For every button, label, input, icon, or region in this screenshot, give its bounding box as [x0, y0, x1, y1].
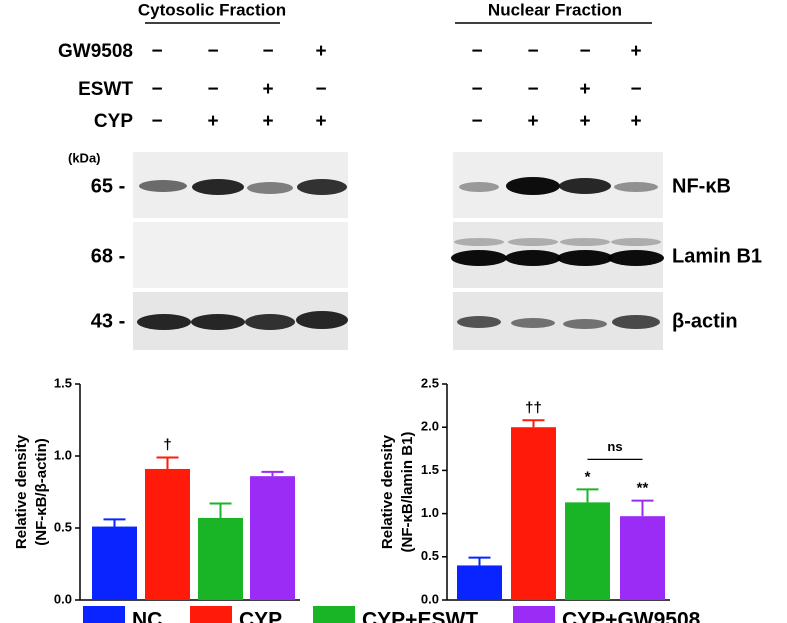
y-tick-label: 0.0: [54, 591, 72, 606]
bar: [198, 517, 243, 600]
blot-panels: [133, 152, 664, 350]
y-axis-label: Relative density: [379, 434, 396, 549]
y-axis-label: (NF-κB/lamin B1): [399, 432, 416, 553]
treatment-sign: +: [579, 79, 590, 100]
treatment-label: CYP: [94, 111, 133, 132]
treatment-sign: −: [579, 41, 590, 62]
fraction-title: Nuclear Fraction: [488, 0, 622, 19]
y-tick-label: 0.0: [421, 591, 439, 606]
y-tick-label: 0.5: [54, 519, 72, 534]
y-tick-label: 1.0: [421, 505, 439, 520]
treatment-sign: −: [630, 79, 641, 100]
comparison-label: ns: [607, 439, 622, 454]
y-tick-label: 1.5: [54, 375, 72, 390]
unit-label: (kDa): [68, 150, 101, 165]
band-name: NF-κB: [672, 175, 731, 197]
band-name: Lamin B1: [672, 245, 762, 267]
treatment-sign: −: [207, 41, 218, 62]
treatment-sign: −: [207, 79, 218, 100]
legend-label: CYP: [239, 609, 282, 623]
treatment-sign: +: [207, 111, 218, 132]
legend-label: NC: [132, 609, 162, 623]
molecular-weight: 43 -: [91, 310, 125, 332]
treatment-sign: +: [630, 111, 641, 132]
treatment-label: GW9508: [58, 41, 133, 62]
treatment-sign: +: [527, 111, 538, 132]
y-tick-label: 0.5: [421, 548, 439, 563]
legend-swatch: [190, 606, 232, 623]
y-axis-label: Relative density: [13, 434, 30, 549]
treatment-sign: −: [151, 79, 162, 100]
treatment-sign: −: [262, 41, 273, 62]
legend-label: CYP+ESWT: [362, 609, 478, 623]
legend-swatch: [313, 606, 355, 623]
significance-mark: *: [585, 468, 591, 485]
significance-mark: **: [637, 480, 649, 497]
treatment-sign: −: [527, 79, 538, 100]
treatment-sign: +: [262, 111, 273, 132]
treatment-label: ESWT: [78, 79, 133, 100]
treatment-sign: −: [151, 41, 162, 62]
bar: [250, 476, 295, 600]
y-tick-label: 2.5: [421, 375, 439, 390]
y-axis-label: (NF-κB/β-actin): [33, 438, 50, 546]
band-name: β-actin: [672, 310, 738, 332]
bar: [620, 516, 665, 600]
y-tick-label: 2.0: [421, 419, 439, 434]
molecular-weight: 68 -: [91, 245, 125, 267]
treatment-sign: +: [315, 41, 326, 62]
treatment-sign: −: [151, 111, 162, 132]
treatment-sign: −: [471, 79, 482, 100]
treatment-sign: −: [315, 79, 326, 100]
treatment-sign: +: [262, 79, 273, 100]
treatment-sign: −: [471, 111, 482, 132]
treatment-sign: +: [579, 111, 590, 132]
y-tick-label: 1.0: [54, 447, 72, 462]
legend-swatch: [83, 606, 125, 623]
significance-mark: †: [163, 436, 171, 453]
bar: [92, 526, 137, 600]
treatment-sign: +: [630, 41, 641, 62]
bar: [565, 502, 610, 600]
molecular-weight: 65 -: [91, 175, 125, 197]
legend-label: CYP+GW9508: [562, 609, 701, 623]
legend-swatch: [513, 606, 555, 623]
treatment-sign: −: [471, 41, 482, 62]
y-tick-label: 1.5: [421, 462, 439, 477]
fraction-title: Cytosolic Fraction: [138, 0, 286, 19]
treatment-sign: +: [315, 111, 326, 132]
bar: [457, 565, 502, 600]
significance-mark: ††: [525, 399, 542, 416]
bar: [145, 468, 190, 600]
bar: [511, 427, 556, 600]
treatment-sign: −: [527, 41, 538, 62]
